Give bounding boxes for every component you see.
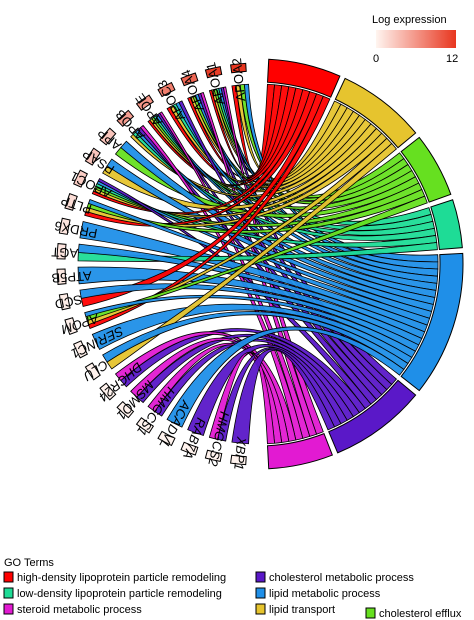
ribbon-hmgcs2-steroid-metabolic-process [208, 351, 276, 445]
legend-label-cholesterol-efflux: cholesterol efflux [379, 608, 462, 620]
gene-label-atp5b: ATP5B [51, 268, 92, 286]
term-arc-cholesterol-metabolic-process [328, 379, 417, 454]
gene-box-psap [84, 147, 101, 166]
expression-legend-max: 12 [446, 53, 458, 65]
term-arc-high-density-lipoprotein-particle-remodeling [267, 58, 341, 98]
term-arc-lipid-metabolic-process [400, 252, 464, 392]
ribbon-atp5b-lipid-metabolic-process [77, 266, 423, 346]
legend-label-low-density-lipoprotein-particle-remodeling: low-density lipoprotein particle remodel… [17, 588, 222, 600]
gene-box-hmgcs1 [135, 417, 155, 434]
go-terms-legend: GO Terms high-density lipoprotein partic… [3, 557, 462, 620]
gene-label-apoa2: APOA2 [229, 57, 248, 102]
gene-box-agt [56, 243, 67, 260]
expression-legend-min: 0 [373, 53, 379, 65]
gene-box-clu [84, 362, 101, 381]
gene-box-xbp1 [230, 454, 247, 466]
gene-label-clu: CLU [80, 357, 110, 384]
gene-box-acadvl [157, 430, 176, 447]
gene-label-xbp1: XBP1 [231, 435, 249, 471]
expression-legend-title: Log expression [372, 14, 447, 26]
legend-swatch-cholesterol-efflux [365, 607, 376, 619]
ribbon-prdx6-lipid-metabolic-process [79, 220, 428, 333]
gene-label-scd: SCD [54, 292, 84, 312]
legend-label-lipid-transport: lipid transport [269, 604, 335, 616]
legend-label-lipid-metabolic-process: lipid metabolic process [269, 588, 381, 600]
ribbon-hmgcs1-steroid-metabolic-process [147, 343, 283, 444]
term-arc-cholesterol-efflux [400, 136, 452, 203]
expression-color-legend: Log expression 0 12 [372, 14, 458, 65]
ribbon-clu-lipid-metabolic-process [102, 311, 409, 370]
ribbon-apom-lipid-metabolic-process [84, 294, 416, 359]
ribbon-acadvl-lipid-metabolic-process [166, 326, 405, 428]
legend-swatch-lipid-metabolic-process [255, 587, 266, 599]
ribbon-msmo1-cholesterol-metabolic-process [136, 334, 360, 418]
gene-box-apoe [135, 94, 155, 111]
term-arc-lipid-transport [334, 77, 417, 149]
gene-box-apob [116, 109, 135, 128]
gene-box-app [99, 127, 117, 146]
gene-label-prdx6: PRDX6 [53, 218, 98, 241]
legend-swatch-high-density-lipoprotein-particle-remodeling [3, 571, 14, 583]
gene-box-apoa4 [180, 72, 199, 87]
go-legend-title: GO Terms [4, 557, 54, 569]
gene-box-apoc3 [157, 81, 176, 98]
ribbons-layer [77, 83, 439, 445]
gene-label-apoa1: APOA1 [203, 61, 227, 107]
term-arc-low-density-lipoprotein-particle-remodeling [430, 199, 463, 251]
ribbon-psap-lipid-metabolic-process [106, 158, 434, 312]
legend-swatch-low-density-lipoprotein-particle-remodeling [3, 587, 14, 599]
gene-box-rab7a [180, 441, 199, 456]
legend-label-high-density-lipoprotein-particle-remodeling: high-density lipoprotein particle remode… [17, 572, 226, 584]
gene-box-serinc1 [73, 340, 89, 359]
expression-gradient-bar [376, 30, 456, 48]
ribbon-xbp1-cholesterol-metabolic-process [231, 348, 336, 445]
legend-label-steroid-metabolic-process: steroid metabolic process [17, 604, 142, 616]
legend-swatch-cholesterol-metabolic-process [255, 571, 266, 583]
gene-box-dhcr24 [99, 382, 117, 401]
legend-swatch-steroid-metabolic-process [3, 603, 14, 615]
ribbon-hmgcs2-cholesterol-metabolic-process [217, 347, 342, 442]
legend-swatch-lipid-transport [255, 603, 266, 615]
ribbon-scd-lipid-metabolic-process [79, 283, 420, 352]
ribbon-msmo1-steroid-metabolic-process [130, 337, 290, 443]
gene-box-pltp [64, 192, 78, 211]
gene-box-apom [64, 317, 78, 336]
gene-box-apoa2 [230, 62, 247, 74]
gene-box-hmgcs2 [204, 449, 223, 463]
term-arc-steroid-metabolic-process [267, 432, 334, 470]
ribbon-dhcr24-steroid-metabolic-process [114, 331, 297, 442]
gene-box-atp5b [56, 268, 67, 285]
gene-box-prdx6 [58, 217, 71, 235]
gene-boxes-layer [56, 62, 247, 466]
gene-box-apoc1 [73, 169, 89, 188]
ribbon-rab7a-cholesterol-metabolic-process [187, 344, 348, 437]
gene-box-scd [58, 293, 71, 311]
legend-label-cholesterol-metabolic-process: cholesterol metabolic process [269, 572, 414, 584]
gene-box-apoa1 [204, 65, 223, 79]
term-arcs-layer [267, 58, 464, 470]
gene-box-msmo1 [116, 400, 135, 419]
gene-label-agt: AGT [51, 244, 79, 261]
